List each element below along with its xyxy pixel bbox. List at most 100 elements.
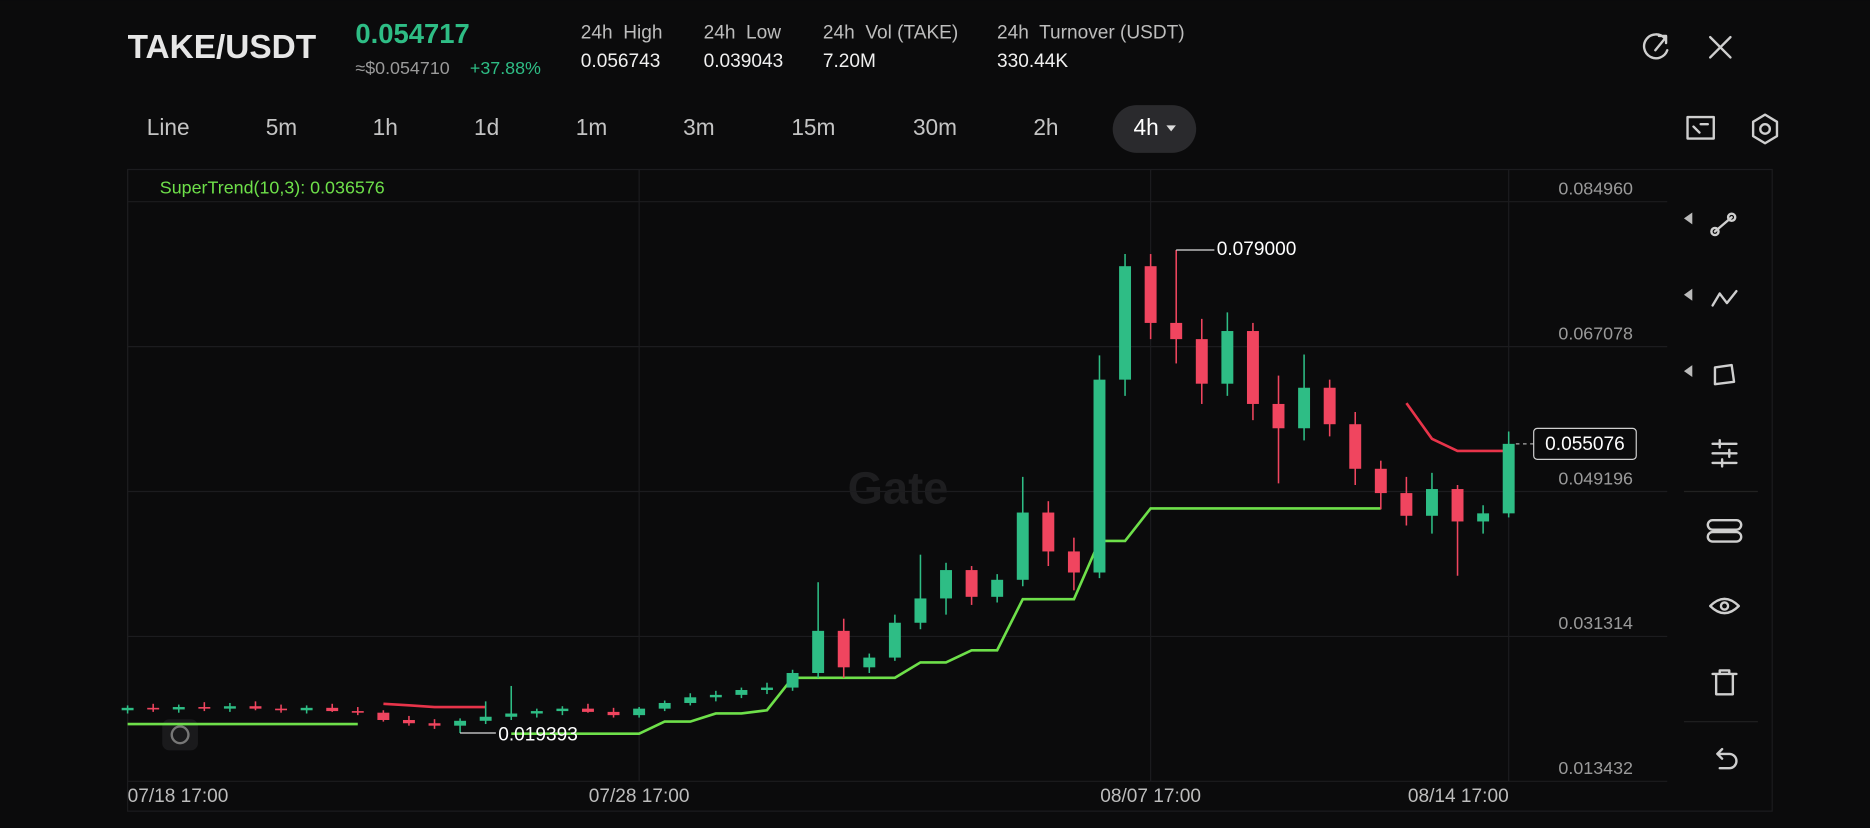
candle-body (1144, 266, 1157, 323)
candle-body (1451, 489, 1464, 522)
supertrend-up (127, 507, 1381, 736)
x-tick-label: 07/28 17:00 (589, 786, 690, 807)
candle-body (1042, 512, 1055, 552)
indicator-label: SuperTrend(10,3): 0.036576 (160, 177, 385, 197)
candle-body (556, 708, 569, 712)
candle-body (658, 702, 671, 709)
stat-label: 24h Vol (TAKE) (823, 23, 958, 44)
toolbar-arrows (1683, 212, 1693, 378)
last-price-label: 0.055076 (1545, 434, 1625, 455)
candle-body (991, 579, 1004, 597)
candle-body (249, 706, 262, 709)
price-change: +37.88% (470, 58, 541, 78)
candle-body (1323, 387, 1336, 425)
candle-body (1093, 379, 1106, 573)
candle-body (351, 711, 364, 713)
stat-value: 7.20M (823, 51, 876, 72)
y-tick-label: 0.031314 (1558, 613, 1633, 633)
candle-body (582, 708, 594, 712)
candle-body (1400, 493, 1413, 516)
candle-body (1246, 331, 1259, 404)
candle-body (1477, 513, 1490, 522)
candle-body (428, 723, 441, 726)
candle-body (1221, 331, 1234, 384)
candle-body (735, 690, 748, 695)
y-tick-label: 0.067078 (1558, 323, 1633, 343)
last-price: 0.054717 (355, 18, 469, 49)
trendline-tool[interactable] (1710, 212, 1737, 237)
candle-body (863, 657, 876, 668)
supertrend-down (383, 402, 1509, 709)
stat-label: 24h Turnover (USDT) (997, 23, 1185, 44)
candle-body (1016, 512, 1029, 580)
x-tick-label: 07/18 17:00 (128, 786, 229, 807)
candle-body (1170, 322, 1183, 340)
interval-tabs: Line 5m 1h 1d 1m 3m 15m 30m 2h 4h (147, 105, 1197, 153)
candle-body (684, 697, 697, 703)
candle-body (965, 570, 978, 597)
indicator-tool[interactable] (1711, 439, 1738, 468)
min-marker-label: 0.019393 (498, 724, 578, 745)
interval-tab[interactable]: 2h (1033, 114, 1058, 140)
candle-body (812, 630, 825, 673)
shape-tool[interactable] (1713, 363, 1736, 386)
plot: 0.084960 0.067078 0.049196 0.031314 0.013432… (121, 169, 1668, 807)
y-tick-label: 0.013432 (1558, 758, 1633, 778)
stat-label: 24h Low (704, 23, 782, 44)
candle-body (1349, 424, 1362, 469)
interval-tab[interactable]: 3m (683, 114, 714, 140)
interval-tab[interactable]: 5m (266, 114, 297, 140)
candle-body (940, 570, 952, 599)
candle-body (633, 708, 646, 716)
close-button[interactable] (1708, 35, 1732, 59)
candle-body (198, 707, 211, 709)
candle-body (709, 694, 722, 698)
max-marker-label: 0.079000 (1217, 239, 1297, 260)
delete-tool[interactable] (1711, 669, 1738, 696)
logo-badge (162, 719, 198, 751)
interval-tab[interactable]: 1h (373, 114, 398, 140)
dropdown-arrow (1166, 125, 1176, 132)
interval-tab[interactable]: 15m (791, 114, 835, 140)
interval-tab[interactable]: 30m (913, 114, 957, 140)
candle-body (761, 687, 773, 691)
watermark: Gate (848, 462, 949, 513)
x-tick-label: 08/14 17:00 (1408, 786, 1509, 807)
candle-body (1374, 468, 1387, 494)
visibility-tool[interactable] (1708, 597, 1741, 615)
y-tick-label: 0.084960 (1558, 178, 1633, 198)
candle-body (530, 711, 543, 714)
candle-body (479, 716, 492, 721)
undo-tool[interactable] (1716, 747, 1738, 770)
interval-tab[interactable]: 1m (576, 114, 607, 140)
interval-tab[interactable]: 4h (1133, 114, 1158, 140)
layout-button[interactable] (1686, 115, 1715, 140)
interval-tab[interactable]: 1d (474, 114, 499, 140)
candle-body (454, 720, 467, 726)
candle-body (377, 712, 390, 720)
candle-body (1067, 551, 1080, 573)
candle-body (172, 707, 185, 710)
settings-button[interactable] (1751, 113, 1779, 145)
candle-body (1425, 489, 1438, 516)
candle-body (121, 707, 134, 711)
stat-value: 330.44K (997, 51, 1068, 72)
candle-body (1272, 403, 1285, 429)
candle-body (326, 707, 339, 712)
candle-body (914, 598, 927, 623)
refresh-button[interactable] (1642, 33, 1669, 60)
y-tick-label: 0.049196 (1558, 468, 1633, 488)
candle-body (1298, 387, 1311, 429)
interval-tab[interactable]: Line (147, 114, 190, 140)
candle-body (147, 707, 160, 710)
candle-body (402, 719, 415, 724)
candle-body (786, 672, 799, 688)
active-tab-bg (1112, 105, 1197, 153)
template-tool[interactable] (1706, 518, 1743, 543)
candle-body (1119, 266, 1132, 380)
pair-title: TAKE/USDT (128, 29, 317, 66)
fib-tool[interactable] (1711, 289, 1738, 307)
